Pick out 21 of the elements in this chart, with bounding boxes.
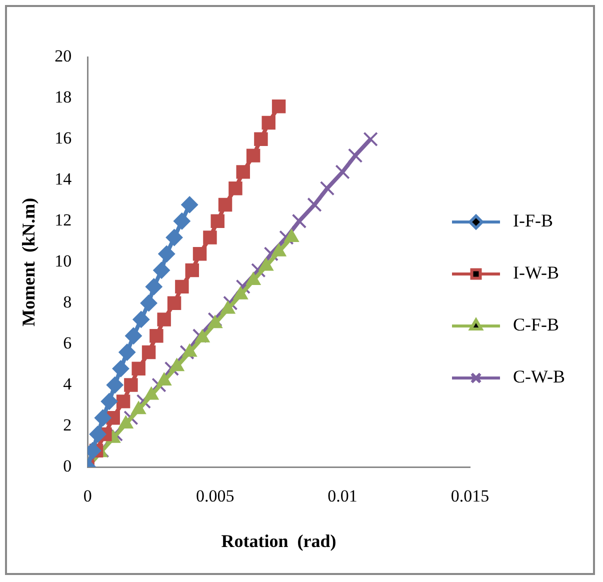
y-tick-label: 20: [54, 46, 72, 66]
y-tick-label: 0: [63, 456, 72, 476]
y-tick-label: 18: [54, 88, 72, 107]
x-tick-label: 0: [83, 486, 92, 506]
x-tick-label: 0.005: [196, 486, 234, 506]
y-tick-label: 2: [63, 415, 72, 434]
y-tick-label: 12: [54, 210, 72, 230]
y-tick-label: 4: [63, 374, 72, 394]
legend-label: C-W-B: [513, 366, 566, 387]
y-tick-label: 14: [54, 170, 72, 189]
y-tick-label: 8: [63, 292, 72, 312]
y-tick-label: 6: [63, 334, 72, 353]
legend-label: C-F-B: [513, 314, 560, 335]
y-tick-label: 16: [54, 128, 72, 148]
x-tick-label: 0.01: [328, 486, 358, 506]
x-tick-label: 0.015: [450, 486, 490, 506]
x-axis-title: Rotation (rad): [221, 530, 336, 551]
legend-label: I-W-B: [513, 262, 559, 283]
y-tick-label: 10: [54, 252, 72, 271]
y-axis-title: Moment (kN.m): [18, 198, 38, 326]
legend-label: I-F-B: [513, 210, 554, 231]
